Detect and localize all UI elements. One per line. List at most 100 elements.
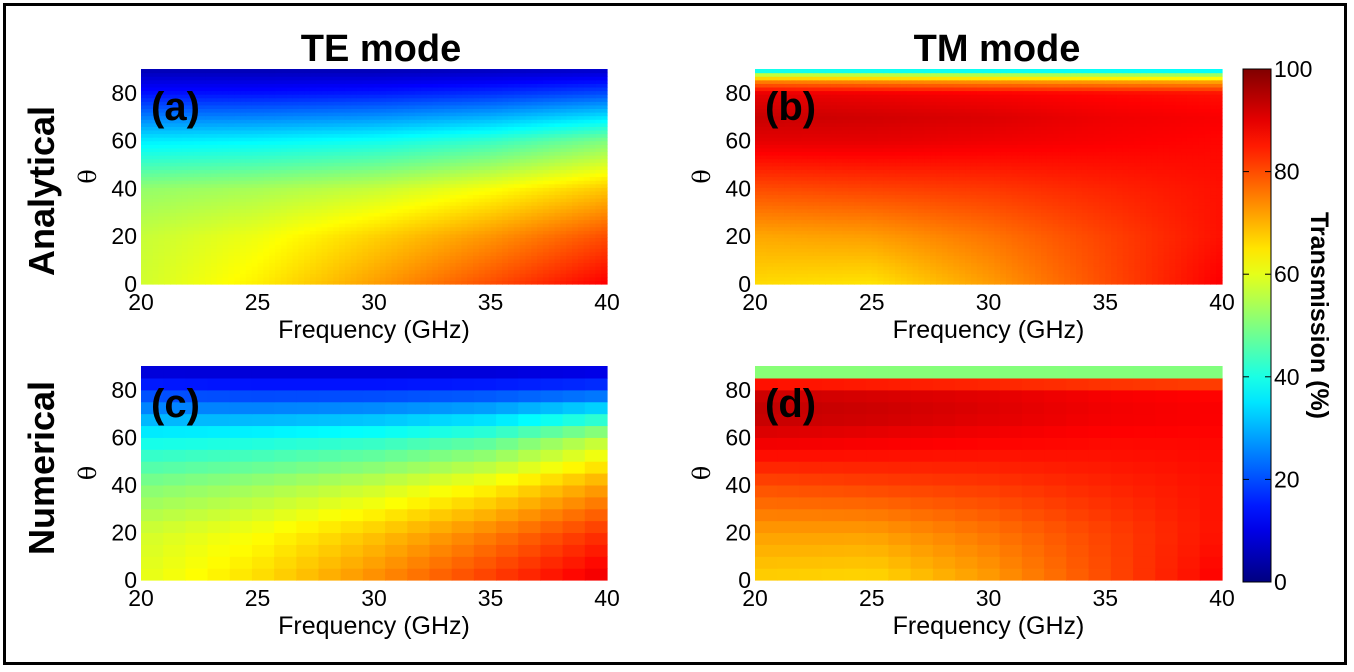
- heatmap-cell: [193, 201, 200, 206]
- heatmap-cell: [286, 115, 294, 120]
- heatmap-cell: [519, 129, 527, 135]
- heatmap-cell: [496, 180, 503, 185]
- heatmap-cell: [478, 108, 486, 113]
- heatmap-cell: [595, 112, 602, 117]
- heatmap-cell: [548, 147, 556, 153]
- heatmap-cell: [327, 230, 334, 235]
- heatmap-cell: [245, 137, 253, 142]
- heatmap-cell: [245, 237, 253, 242]
- heatmap-cell: [595, 137, 602, 142]
- heatmap-cell: [473, 269, 480, 274]
- heatmap-cell: [327, 237, 334, 242]
- heatmap-cell: [333, 208, 340, 213]
- heatmap-cell: [531, 262, 538, 267]
- heatmap-cell: [438, 169, 445, 174]
- heatmap-cell: [146, 251, 154, 256]
- heatmap-cell: [513, 269, 521, 274]
- heatmap-cell: [315, 226, 323, 231]
- heatmap-cell: [595, 86, 602, 92]
- heatmap-cell: [152, 198, 160, 203]
- heatmap-cell: [245, 155, 253, 160]
- heatmap-cell: [525, 151, 532, 156]
- heatmap-cell: [560, 169, 567, 174]
- heatmap-cell: [327, 273, 334, 278]
- heatmap-cell: [257, 215, 264, 221]
- heatmap-cell: [426, 169, 433, 174]
- heatmap-cell: [426, 273, 433, 278]
- heatmap-cell: [583, 244, 591, 249]
- heatmap-cell: [379, 140, 387, 145]
- heatmap-cell: [490, 176, 497, 181]
- heatmap-cell: [537, 76, 544, 81]
- heatmap-cell: [216, 226, 224, 231]
- heatmap-cell: [222, 94, 229, 99]
- heatmap-cell: [222, 69, 229, 74]
- heatmap-cell: [432, 201, 439, 206]
- heatmap-cell: [240, 198, 247, 203]
- heatmap-cell: [473, 208, 480, 213]
- heatmap-cell: [455, 83, 462, 88]
- heatmap-cell: [251, 219, 259, 224]
- heatmap-cell: [379, 165, 387, 170]
- heatmap-cell: [339, 208, 346, 213]
- heatmap-cell: [449, 76, 457, 81]
- heatmap-cell: [146, 219, 154, 224]
- heatmap-cell: [286, 198, 294, 203]
- heatmap-cell: [187, 180, 195, 185]
- heatmap-cell: [205, 115, 212, 120]
- heatmap-cell: [467, 165, 474, 170]
- heatmap-cell: [292, 255, 299, 260]
- heatmap-cell: [216, 151, 224, 156]
- heatmap-cell: [263, 183, 270, 188]
- heatmap-cell: [438, 86, 445, 92]
- heatmap-cell: [222, 219, 229, 224]
- heatmap-cell: [263, 129, 270, 135]
- heatmap-cell: [496, 194, 503, 199]
- heatmap-cell: [146, 248, 154, 253]
- heatmap-cell: [158, 248, 165, 253]
- heatmap-cell: [193, 237, 200, 242]
- x-axis-label: Frequency (GHz): [278, 316, 470, 344]
- heatmap-cell: [379, 201, 387, 206]
- heatmap-cell: [461, 101, 468, 106]
- heatmap-cell: [228, 208, 235, 213]
- heatmap-cell: [531, 205, 538, 210]
- heatmap-cell: [146, 169, 154, 174]
- heatmap-cell: [595, 144, 602, 149]
- heatmap-cell: [438, 187, 445, 192]
- heatmap-cell: [304, 201, 311, 206]
- heatmap-cell: [339, 230, 346, 235]
- heatmap-cell: [426, 144, 433, 149]
- heatmap-cell: [344, 208, 352, 213]
- heatmap-cell: [403, 187, 410, 192]
- heatmap-cell: [222, 230, 229, 235]
- heatmap-cell: [234, 258, 241, 264]
- heatmap-cell: [391, 208, 398, 213]
- heatmap-cell: [577, 97, 585, 102]
- heatmap-cell: [379, 241, 387, 246]
- heatmap-cell: [473, 140, 480, 145]
- heatmap-cell: [298, 233, 305, 239]
- heatmap-cell: [269, 208, 276, 213]
- heatmap-cell: [426, 262, 433, 267]
- heatmap-cell: [175, 97, 183, 102]
- heatmap-cell: [350, 101, 358, 106]
- heatmap-cell: [455, 90, 462, 95]
- heatmap-cell: [304, 219, 311, 224]
- heatmap-cell: [496, 129, 503, 135]
- heatmap-cell: [513, 97, 521, 102]
- heatmap-cell: [542, 215, 550, 221]
- heatmap-cell: [403, 276, 410, 282]
- heatmap-cell: [292, 169, 299, 174]
- heatmap-cell: [216, 269, 224, 274]
- heatmap-cell: [379, 115, 387, 120]
- heatmap-cell: [240, 241, 247, 246]
- heatmap-cell: [146, 97, 154, 102]
- heatmap-cell: [461, 104, 468, 110]
- heatmap-cell: [356, 212, 363, 217]
- heatmap-cell: [146, 144, 154, 149]
- heatmap-cell: [426, 208, 433, 213]
- heatmap-cell: [560, 119, 567, 124]
- heatmap-cell: [531, 241, 538, 246]
- heatmap-cell: [321, 233, 328, 239]
